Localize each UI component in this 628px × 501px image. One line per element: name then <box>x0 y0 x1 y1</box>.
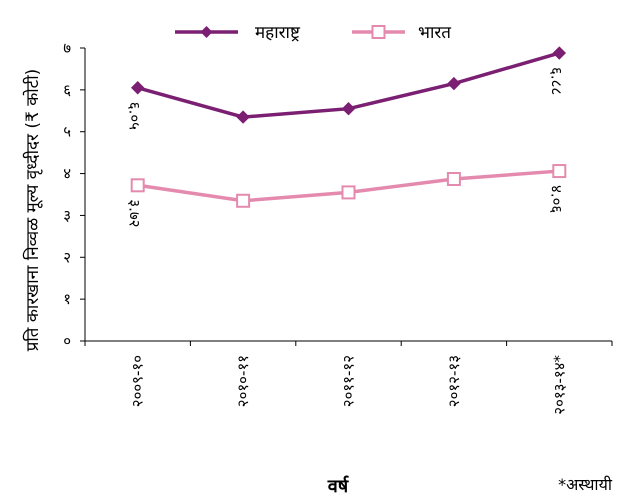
data-point <box>236 193 251 208</box>
data-point <box>130 81 145 95</box>
y-axis-label: प्रति कारखाना निव्वळ मूल्य वृध्दीदर (₹ क… <box>22 69 43 352</box>
legend: महाराष्ट्र भारत <box>175 23 451 43</box>
data-label: ३.७२ <box>126 199 144 227</box>
y-tick-label: ३ <box>63 206 71 224</box>
y-tick-label: ६ <box>63 81 71 99</box>
y-tick-label: ४ <box>63 165 71 183</box>
legend-label: महाराष्ट्र <box>255 23 301 43</box>
x-tick-label: २०११-१२ <box>340 355 358 407</box>
data-point <box>552 164 567 179</box>
legend-label: भारत <box>418 23 451 43</box>
legend-item: भारत <box>352 23 451 43</box>
data-label: ६.०५ <box>126 102 144 130</box>
series-layer: ३.७२ ४.०६ ६.०५ ६.८८ <box>126 46 567 227</box>
data-label: ४.०६ <box>547 185 565 213</box>
data-point <box>341 185 356 200</box>
series-1: ६.०५ ६.८८ <box>126 46 567 130</box>
data-point <box>341 101 356 116</box>
y-tick-label: २ <box>63 248 71 266</box>
axes: ० १ २ ३ ४ ५ ६ ७ २००९-१० २०१०-११ २०११-१२ २०१२-१३ २०१३… <box>63 39 613 415</box>
y-tick-label: ५ <box>63 123 71 141</box>
data-point <box>552 46 567 60</box>
y-tick-label: ० <box>63 332 71 350</box>
y-tick-label: ७ <box>63 39 71 57</box>
legend-marker <box>371 25 386 39</box>
y-tick-label: १ <box>63 290 71 308</box>
legend-marker <box>200 26 213 38</box>
series-2: ३.७२ ४.०६ <box>126 164 567 227</box>
x-tick-label: २०१२-१३ <box>445 355 463 407</box>
x-tick-label: २०१०-११ <box>234 355 252 407</box>
x-tick-label: २००९-१० <box>129 355 147 407</box>
x-tick-label: २०१३-१४* <box>550 355 568 415</box>
footnote: *अस्थायी <box>558 475 613 494</box>
data-label: ६.८८ <box>547 67 565 95</box>
x-axis-label: वर्ष <box>327 475 349 497</box>
data-point <box>236 110 250 124</box>
data-point <box>446 172 461 187</box>
data-point <box>447 76 461 91</box>
legend-item: महाराष्ट्र <box>175 23 301 43</box>
data-point <box>130 178 145 193</box>
